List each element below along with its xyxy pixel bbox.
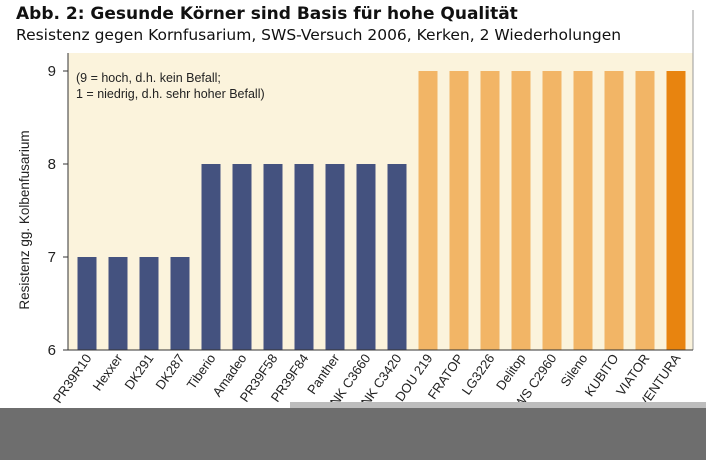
chart-title: Abb. 2: Gesunde Körner sind Basis für ho… xyxy=(16,4,518,24)
bar-ventura xyxy=(666,71,686,350)
bar-viator xyxy=(635,71,655,350)
footer-band xyxy=(0,408,706,460)
annotation-line-2: 1 = niedrig, d.h. sehr hoher Befall) xyxy=(76,87,265,101)
bar-kws-c2960 xyxy=(542,71,562,350)
y-tick-label: 6 xyxy=(48,342,56,359)
bar-nk-c3420 xyxy=(387,164,407,350)
bar-sileno xyxy=(573,71,593,350)
bar-kubito xyxy=(604,71,624,350)
chart-subtitle: Resistenz gegen Kornfusarium, SWS-Versuc… xyxy=(16,26,622,44)
bar-lg3226 xyxy=(480,71,500,350)
y-ticks: 6 7 8 9 xyxy=(48,63,68,359)
bar-ricardinio-dou-219 xyxy=(418,71,438,350)
y-tick-label: 9 xyxy=(48,63,56,80)
bar-pr39r10 xyxy=(77,257,97,350)
y-tick-label: 7 xyxy=(48,249,56,266)
bar-panther xyxy=(325,164,345,350)
bar-pr39f58 xyxy=(263,164,283,350)
x-tick-label: DK287 xyxy=(152,351,187,392)
bar-hexxer xyxy=(108,257,128,350)
bar-dk291 xyxy=(139,257,159,350)
bar-nk-c3660 xyxy=(356,164,376,350)
x-tick-label: LG3226 xyxy=(459,351,498,398)
x-tick-label: Hexxer xyxy=(90,351,126,394)
x-tick-label: PR39R10 xyxy=(50,351,95,406)
footer-band-light xyxy=(290,402,706,412)
annotation-line-1: (9 = hoch, d.h. kein Befall; xyxy=(76,71,221,85)
bar-pr39f84 xyxy=(294,164,314,350)
bar-delitop xyxy=(511,71,531,350)
bar-amadeo xyxy=(232,164,252,350)
bar-dk287 xyxy=(170,257,190,350)
bar-tiberio xyxy=(201,164,221,350)
y-axis-label: Resistenz gg. Kolbenfusarium xyxy=(17,130,32,309)
bars-layer xyxy=(77,71,686,350)
bar-fratop xyxy=(449,71,469,350)
x-tick-label: DK291 xyxy=(121,351,156,392)
y-tick-label: 8 xyxy=(48,156,56,173)
